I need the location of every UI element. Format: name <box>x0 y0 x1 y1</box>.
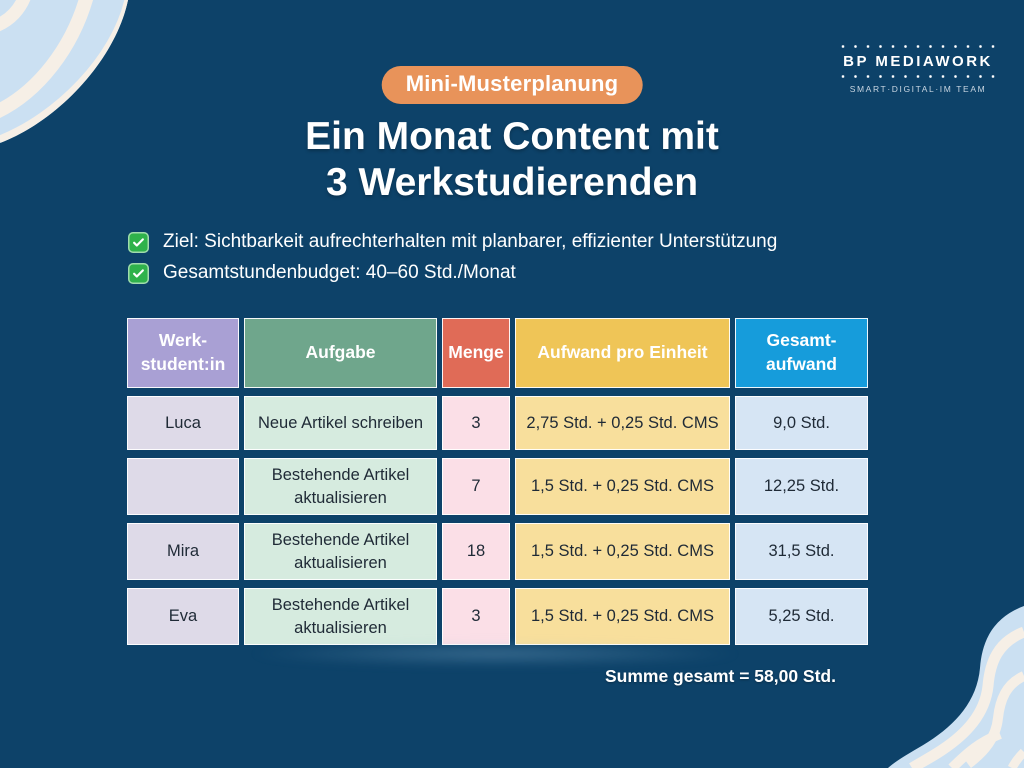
cell-student: Luca <box>127 396 239 450</box>
planning-table: Werk- student:in Aufgabe Menge Aufwand p… <box>127 318 868 645</box>
col-header-aufgabe: Aufgabe <box>244 318 437 388</box>
bullet-text: Gesamtstundenbudget: 40–60 Std./Monat <box>163 262 516 283</box>
check-icon <box>128 231 149 253</box>
logo-dots-top <box>836 45 1000 48</box>
check-icon <box>128 262 149 284</box>
badge-mini-musterplanung: Mini-Musterplanung <box>381 66 643 104</box>
cell-per-unit: 1,5 Std. + 0,25 Std. CMS <box>515 458 730 515</box>
cell-task: Bestehende Artikel aktualisieren <box>244 588 437 645</box>
cell-student <box>127 458 239 515</box>
col-header-werkstudent: Werk- student:in <box>127 318 239 388</box>
summary-total: Summe gesamt = 58,00 Std. <box>604 666 836 686</box>
bullet-text: Ziel: Sichtbarkeit aufrechterhalten mit … <box>163 231 778 252</box>
col-header-aufwand-pro-einheit: Aufwand pro Einheit <box>515 318 730 388</box>
cell-qty: 18 <box>442 523 510 580</box>
page-title: Ein Monat Content mit 3 Werkstudierenden <box>0 114 1024 206</box>
cell-per-unit: 1,5 Std. + 0,25 Std. CMS <box>515 523 730 580</box>
logo-tagline: SMART·DIGITAL·IM TEAM <box>849 84 987 94</box>
cell-total: 12,25 Std. <box>735 458 868 515</box>
cell-per-unit: 2,75 Std. + 0,25 Std. CMS <box>515 396 730 450</box>
page-title-line1: Ein Monat Content mit <box>305 115 719 158</box>
col-header-menge: Menge <box>442 318 510 388</box>
cell-qty: 7 <box>442 458 510 515</box>
cell-total: 31,5 Std. <box>735 523 868 580</box>
cell-qty: 3 <box>442 588 510 645</box>
cell-task: Neue Artikel schreiben <box>244 396 437 450</box>
logo-bp-mediawork: BP MEDIAWORK SMART·DIGITAL·IM TEAM <box>834 40 1002 94</box>
bullet-list: Ziel: Sichtbarkeit aufrechterhalten mit … <box>128 231 777 284</box>
cell-qty: 3 <box>442 396 510 450</box>
page-title-line2: 3 Werkstudierenden <box>325 161 699 205</box>
cell-task: Bestehende Artikel aktualisieren <box>244 458 437 515</box>
cell-total: 9,0 Std. <box>735 396 868 450</box>
cell-per-unit: 1,5 Std. + 0,25 Std. CMS <box>515 588 730 645</box>
bullet-item-goal: Ziel: Sichtbarkeit aufrechterhalten mit … <box>128 231 777 253</box>
cell-student: Mira <box>127 523 239 580</box>
table-shadow-glow <box>150 642 840 676</box>
logo-dots-bottom <box>836 75 1000 78</box>
cell-student: Eva <box>127 588 239 645</box>
cell-task: Bestehende Artikel aktualisieren <box>244 523 437 580</box>
cell-total: 5,25 Std. <box>735 588 868 645</box>
col-header-gesamtaufwand: Gesamt- aufwand <box>735 318 868 388</box>
bullet-item-budget: Gesamtstundenbudget: 40–60 Std./Monat <box>128 262 777 284</box>
corner-wave-bottom-right <box>888 606 1024 768</box>
logo-name: BP MEDIAWORK <box>843 53 993 70</box>
